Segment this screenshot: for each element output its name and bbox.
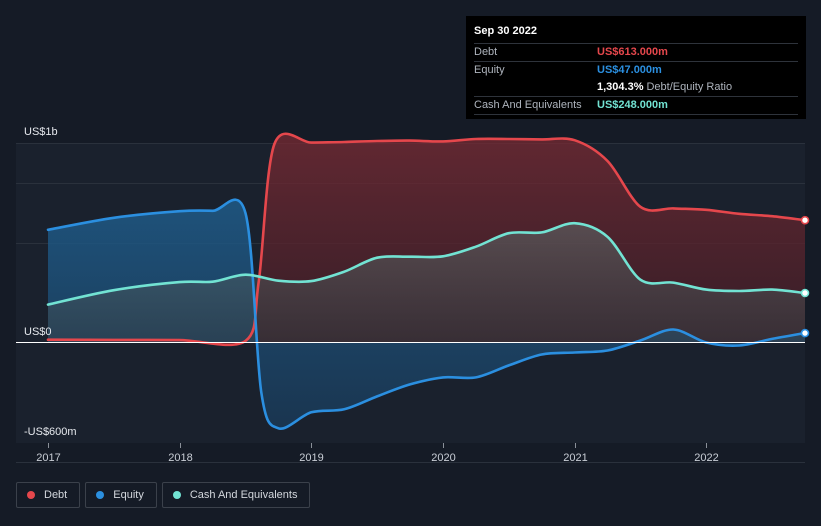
tooltip-ratio-row: 1,304.3% Debt/Equity Ratio: [474, 79, 798, 96]
debt-end-marker[interactable]: [800, 215, 810, 225]
tooltip-debt-value: US$613.000m: [597, 46, 668, 58]
tooltip-equity-value: US$47.000m: [597, 64, 662, 76]
tooltip-ratio-label: Debt/Equity Ratio: [646, 81, 733, 93]
tooltip-equity-row: Equity US$47.000m: [474, 61, 798, 79]
cash-line: [46, 221, 807, 306]
tooltip-cash-value: US$248.000m: [597, 99, 668, 111]
legend-item-debt[interactable]: Debt: [16, 482, 81, 508]
legend-item-equity[interactable]: Equity: [85, 482, 157, 508]
legend-equity-label: Equity: [113, 489, 144, 501]
cash-dot-icon: [172, 491, 181, 499]
series-end-markers: [800, 215, 810, 338]
series-lines: [46, 132, 807, 430]
equity-dot-icon: [96, 491, 105, 499]
y-tick-label: -US$600m: [24, 426, 77, 438]
debt-dot-icon: [27, 491, 35, 499]
legend-cash-label: Cash And Equivalents: [189, 489, 298, 501]
x-tick-label: 2017: [36, 452, 60, 464]
legend-item-cash[interactable]: Cash And Equivalents: [161, 482, 311, 508]
y-tick-label: US$1b: [24, 126, 58, 138]
y-tick-label: US$0: [24, 326, 52, 338]
tooltip-ratio-value: 1,304.3%: [597, 81, 644, 93]
x-axis: 2017 2018 2019 2020 2021 2022: [36, 443, 719, 464]
cash-area: [48, 223, 805, 343]
equity-area: [48, 199, 805, 429]
equity-line: [46, 198, 807, 430]
legend-debt-label: Debt: [44, 489, 68, 501]
x-tick-label: 2022: [694, 452, 718, 464]
tooltip-date: Sep 30 2022: [474, 25, 537, 37]
x-tick-label: 2019: [299, 452, 323, 464]
tooltip-cash-row: Cash And Equivalents US$248.000m: [474, 96, 798, 115]
x-tick-label: 2021: [563, 452, 587, 464]
y-axis-labels: US$1b US$0 -US$600m: [24, 126, 77, 438]
tooltip-debt-row: Debt US$613.000m: [474, 43, 798, 61]
cash-end-marker[interactable]: [800, 288, 810, 298]
series-areas: [48, 133, 805, 429]
tooltip-debt-label: Debt: [474, 46, 498, 58]
tooltip-equity-label: Equity: [474, 64, 505, 76]
equity-end-marker[interactable]: [800, 328, 810, 338]
tooltip-cash-label: Cash And Equivalents: [474, 99, 582, 111]
legend: Debt Equity Cash And Equivalents: [16, 482, 311, 510]
x-tick-label: 2020: [431, 452, 455, 464]
x-tick-label: 2018: [168, 452, 192, 464]
tooltip: Sep 30 2022 Debt US$613.000m Equity US$4…: [466, 16, 806, 119]
debt-line: [46, 132, 807, 347]
